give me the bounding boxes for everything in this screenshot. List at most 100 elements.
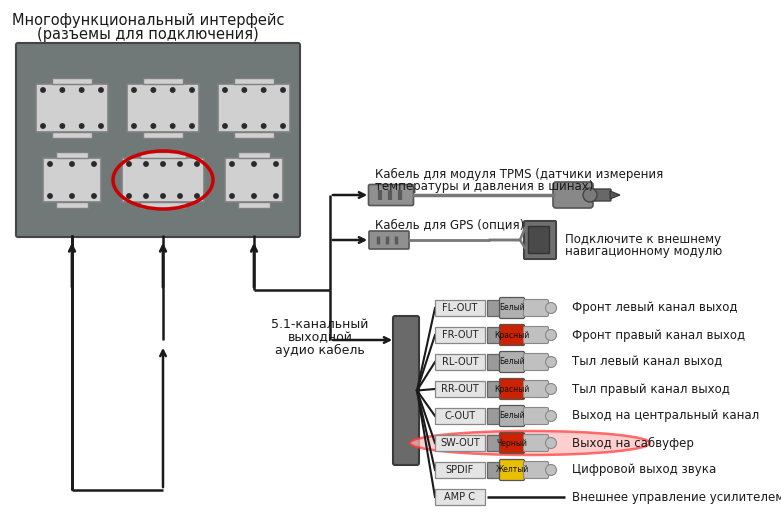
Text: SW-OUT: SW-OUT	[440, 438, 480, 448]
Circle shape	[132, 88, 136, 92]
FancyBboxPatch shape	[218, 84, 290, 132]
FancyBboxPatch shape	[435, 354, 485, 370]
Circle shape	[281, 88, 285, 92]
Circle shape	[230, 194, 234, 198]
FancyBboxPatch shape	[523, 354, 548, 370]
FancyBboxPatch shape	[234, 132, 274, 138]
Text: аудио кабель: аудио кабель	[275, 344, 365, 357]
Circle shape	[545, 383, 557, 394]
FancyBboxPatch shape	[500, 378, 525, 400]
FancyBboxPatch shape	[435, 300, 485, 316]
Ellipse shape	[410, 431, 650, 455]
Text: Подключите к внешнему: Подключите к внешнему	[565, 233, 721, 246]
FancyBboxPatch shape	[500, 325, 525, 345]
Circle shape	[161, 162, 166, 166]
FancyBboxPatch shape	[369, 184, 413, 205]
FancyBboxPatch shape	[500, 297, 525, 318]
FancyBboxPatch shape	[56, 152, 88, 158]
Text: Желтый: Желтый	[495, 465, 529, 475]
Text: Фронт правый канал выход: Фронт правый канал выход	[572, 329, 745, 341]
Text: Красный: Красный	[494, 330, 530, 340]
Circle shape	[70, 194, 74, 198]
Text: Цифровой выход звука: Цифровой выход звука	[572, 464, 716, 477]
FancyBboxPatch shape	[36, 84, 108, 132]
Circle shape	[545, 329, 557, 341]
FancyBboxPatch shape	[500, 405, 525, 427]
FancyBboxPatch shape	[234, 78, 274, 84]
Circle shape	[144, 194, 148, 198]
Circle shape	[274, 162, 278, 166]
Circle shape	[242, 88, 247, 92]
Circle shape	[178, 194, 182, 198]
Text: Тыл правый канал выход: Тыл правый канал выход	[572, 382, 730, 395]
Circle shape	[545, 465, 557, 476]
FancyBboxPatch shape	[435, 489, 485, 505]
Text: Красный: Красный	[494, 384, 530, 393]
Circle shape	[161, 194, 166, 198]
FancyBboxPatch shape	[52, 78, 92, 84]
FancyBboxPatch shape	[500, 460, 525, 480]
Circle shape	[99, 124, 103, 128]
Text: Многофункциональный интерфейс: Многофункциональный интерфейс	[12, 13, 284, 28]
Text: температуры и давления в шинах): температуры и давления в шинах)	[375, 180, 594, 193]
Circle shape	[583, 188, 597, 202]
FancyBboxPatch shape	[435, 408, 485, 424]
FancyBboxPatch shape	[369, 231, 409, 249]
Text: Внешнее управление усилителем: Внешнее управление усилителем	[572, 490, 781, 503]
FancyBboxPatch shape	[141, 152, 186, 158]
FancyBboxPatch shape	[529, 227, 550, 254]
Circle shape	[92, 162, 96, 166]
FancyBboxPatch shape	[487, 354, 501, 370]
Circle shape	[144, 162, 148, 166]
FancyBboxPatch shape	[523, 327, 548, 343]
FancyBboxPatch shape	[487, 408, 501, 424]
FancyBboxPatch shape	[43, 158, 101, 202]
FancyBboxPatch shape	[122, 158, 204, 202]
Circle shape	[60, 88, 65, 92]
FancyBboxPatch shape	[523, 407, 548, 425]
Circle shape	[223, 88, 227, 92]
FancyBboxPatch shape	[143, 132, 183, 138]
FancyBboxPatch shape	[500, 432, 525, 453]
FancyBboxPatch shape	[141, 202, 186, 208]
FancyBboxPatch shape	[487, 381, 501, 397]
FancyBboxPatch shape	[487, 462, 501, 478]
Circle shape	[132, 124, 136, 128]
Circle shape	[230, 162, 234, 166]
Text: Белый: Белый	[499, 412, 525, 420]
Circle shape	[127, 162, 131, 166]
Circle shape	[41, 88, 45, 92]
Text: навигационному модулю: навигационному модулю	[565, 245, 722, 258]
Text: SPDIF: SPDIF	[446, 465, 474, 475]
FancyBboxPatch shape	[435, 381, 485, 397]
Circle shape	[251, 162, 256, 166]
FancyBboxPatch shape	[435, 462, 485, 478]
FancyBboxPatch shape	[487, 327, 501, 343]
Text: Выход на центральный канал: Выход на центральный канал	[572, 410, 759, 423]
Circle shape	[80, 124, 84, 128]
Circle shape	[262, 124, 266, 128]
Text: Белый: Белый	[499, 357, 525, 366]
Text: RR-OUT: RR-OUT	[441, 384, 479, 394]
Circle shape	[242, 124, 247, 128]
Text: AMP C: AMP C	[444, 492, 476, 502]
Circle shape	[545, 356, 557, 367]
Circle shape	[190, 124, 194, 128]
FancyBboxPatch shape	[52, 132, 92, 138]
FancyBboxPatch shape	[553, 182, 593, 208]
Text: FR-OUT: FR-OUT	[442, 330, 478, 340]
Circle shape	[262, 88, 266, 92]
FancyBboxPatch shape	[524, 221, 556, 259]
FancyBboxPatch shape	[238, 152, 270, 158]
Circle shape	[194, 162, 199, 166]
Text: Черный: Черный	[497, 439, 527, 448]
Circle shape	[152, 124, 155, 128]
FancyBboxPatch shape	[523, 300, 548, 316]
Text: Фронт левый канал выход: Фронт левый канал выход	[572, 302, 737, 315]
FancyBboxPatch shape	[589, 189, 611, 201]
Circle shape	[545, 411, 557, 421]
Polygon shape	[610, 191, 620, 199]
Text: Тыл левый канал выход: Тыл левый канал выход	[572, 355, 722, 368]
Text: C-OUT: C-OUT	[444, 411, 476, 421]
Circle shape	[48, 162, 52, 166]
